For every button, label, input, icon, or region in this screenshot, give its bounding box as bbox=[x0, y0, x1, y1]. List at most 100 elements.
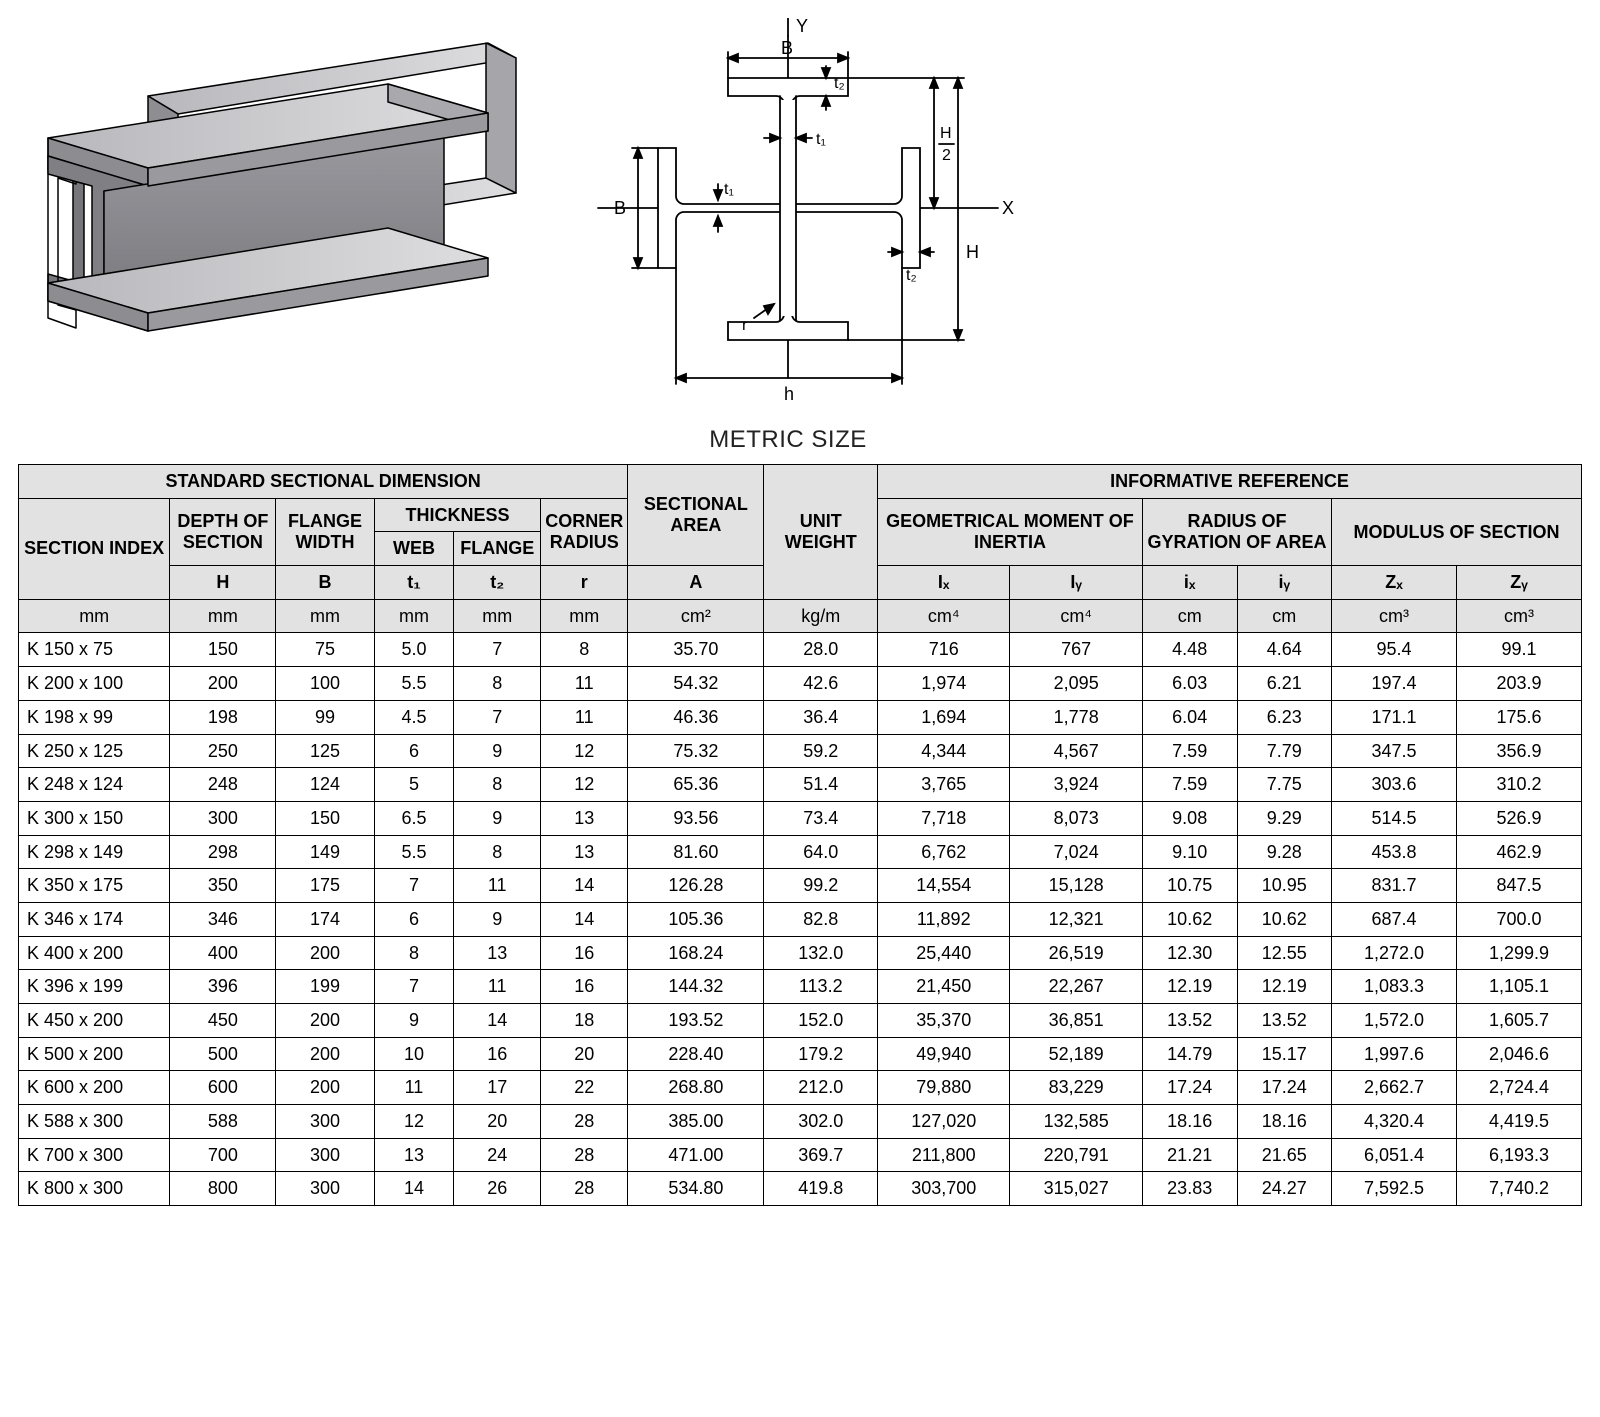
cell-t2: 7 bbox=[454, 700, 541, 734]
unit-t1: mm bbox=[374, 599, 453, 633]
cell-Iy: 83,229 bbox=[1010, 1071, 1142, 1105]
cell-idx: K 800 x 300 bbox=[19, 1172, 170, 1206]
hdr-unit-weight: UNIT WEIGHT bbox=[764, 465, 878, 600]
table-row: K 200 x 1002001005.581154.3242.61,9742,0… bbox=[19, 667, 1582, 701]
cell-B: 200 bbox=[276, 936, 374, 970]
cell-B: 200 bbox=[276, 1037, 374, 1071]
cell-t1: 10 bbox=[374, 1037, 453, 1071]
cell-H: 200 bbox=[170, 667, 276, 701]
cell-ix: 14.79 bbox=[1142, 1037, 1237, 1071]
cell-Iy: 132,585 bbox=[1010, 1105, 1142, 1139]
cell-t2: 16 bbox=[454, 1037, 541, 1071]
cell-Iy: 15,128 bbox=[1010, 869, 1142, 903]
cell-W: 212.0 bbox=[764, 1071, 878, 1105]
unit-Zy: cm³ bbox=[1456, 599, 1581, 633]
cell-H: 198 bbox=[170, 700, 276, 734]
table-row: K 300 x 1503001506.591393.5673.47,7188,0… bbox=[19, 801, 1582, 835]
cell-t2: 14 bbox=[454, 1004, 541, 1038]
units-row: mm mm mm mm mm mm cm² kg/m cm⁴ cm⁴ cm cm… bbox=[19, 599, 1582, 633]
sym-r: r bbox=[541, 566, 628, 600]
hdr-radius-gyration: RADIUS OF GYRATION OF AREA bbox=[1142, 498, 1331, 565]
cell-t2: 13 bbox=[454, 936, 541, 970]
cell-Zy: 462.9 bbox=[1456, 835, 1581, 869]
cell-iy: 15.17 bbox=[1237, 1037, 1332, 1071]
table-row: K 800 x 300800300142628534.80419.8303,70… bbox=[19, 1172, 1582, 1206]
hdr-flange: FLANGE bbox=[454, 532, 541, 566]
cell-ix: 10.75 bbox=[1142, 869, 1237, 903]
cell-A: 46.36 bbox=[628, 700, 764, 734]
cell-B: 300 bbox=[276, 1105, 374, 1139]
cell-t2: 9 bbox=[454, 734, 541, 768]
cell-B: 200 bbox=[276, 1004, 374, 1038]
cell-W: 36.4 bbox=[764, 700, 878, 734]
cell-r: 18 bbox=[541, 1004, 628, 1038]
cell-A: 75.32 bbox=[628, 734, 764, 768]
table-row: K 346 x 1743461746914105.3682.811,89212,… bbox=[19, 902, 1582, 936]
cell-Iy: 7,024 bbox=[1010, 835, 1142, 869]
sym-Zy: Zᵧ bbox=[1456, 566, 1581, 600]
sym-Zx: Zₓ bbox=[1332, 566, 1457, 600]
cell-Ix: 6,762 bbox=[878, 835, 1010, 869]
cell-iy: 24.27 bbox=[1237, 1172, 1332, 1206]
cell-idx: K 500 x 200 bbox=[19, 1037, 170, 1071]
cell-A: 193.52 bbox=[628, 1004, 764, 1038]
svg-text:Y: Y bbox=[796, 18, 808, 36]
cell-t2: 17 bbox=[454, 1071, 541, 1105]
table-header: STANDARD SECTIONAL DIMENSION SECTIONAL A… bbox=[19, 465, 1582, 633]
cell-t1: 6 bbox=[374, 902, 453, 936]
metric-size-label: METRIC SIZE bbox=[558, 426, 1018, 454]
cell-H: 298 bbox=[170, 835, 276, 869]
cell-iy: 12.19 bbox=[1237, 970, 1332, 1004]
dim-H: H bbox=[966, 242, 979, 262]
cell-Ix: 79,880 bbox=[878, 1071, 1010, 1105]
cell-iy: 17.24 bbox=[1237, 1071, 1332, 1105]
cell-Zx: 453.8 bbox=[1332, 835, 1457, 869]
cell-H: 450 bbox=[170, 1004, 276, 1038]
cell-A: 126.28 bbox=[628, 869, 764, 903]
cell-W: 82.8 bbox=[764, 902, 878, 936]
cell-ix: 6.04 bbox=[1142, 700, 1237, 734]
cell-ix: 13.52 bbox=[1142, 1004, 1237, 1038]
cell-t2: 7 bbox=[454, 633, 541, 667]
sym-Iy: Iᵧ bbox=[1010, 566, 1142, 600]
cell-Zx: 4,320.4 bbox=[1332, 1105, 1457, 1139]
cell-iy: 10.95 bbox=[1237, 869, 1332, 903]
cell-iy: 13.52 bbox=[1237, 1004, 1332, 1038]
cell-Ix: 716 bbox=[878, 633, 1010, 667]
cell-Zx: 831.7 bbox=[1332, 869, 1457, 903]
cell-idx: K 588 x 300 bbox=[19, 1105, 170, 1139]
cell-Zy: 700.0 bbox=[1456, 902, 1581, 936]
cell-B: 150 bbox=[276, 801, 374, 835]
cell-idx: K 450 x 200 bbox=[19, 1004, 170, 1038]
cell-ix: 12.30 bbox=[1142, 936, 1237, 970]
cell-Iy: 767 bbox=[1010, 633, 1142, 667]
cell-W: 51.4 bbox=[764, 768, 878, 802]
cell-t1: 5 bbox=[374, 768, 453, 802]
unit-B: mm bbox=[276, 599, 374, 633]
hdr-section-index: SECTION INDEX bbox=[19, 498, 170, 599]
cell-iy: 18.16 bbox=[1237, 1105, 1332, 1139]
cell-B: 75 bbox=[276, 633, 374, 667]
cell-t1: 14 bbox=[374, 1172, 453, 1206]
table-row: K 250 x 125250125691275.3259.24,3444,567… bbox=[19, 734, 1582, 768]
sym-t1: t₁ bbox=[374, 566, 453, 600]
svg-text:2: 2 bbox=[942, 147, 951, 164]
spec-table: STANDARD SECTIONAL DIMENSION SECTIONAL A… bbox=[18, 464, 1582, 1206]
cell-iy: 6.23 bbox=[1237, 700, 1332, 734]
table-row: K 700 x 300700300132428471.00369.7211,80… bbox=[19, 1138, 1582, 1172]
cell-H: 248 bbox=[170, 768, 276, 802]
cell-H: 300 bbox=[170, 801, 276, 835]
cell-t1: 13 bbox=[374, 1138, 453, 1172]
cell-W: 419.8 bbox=[764, 1172, 878, 1206]
unit-iy: cm bbox=[1237, 599, 1332, 633]
hdr-standard: STANDARD SECTIONAL DIMENSION bbox=[19, 465, 628, 499]
cell-t1: 12 bbox=[374, 1105, 453, 1139]
dim-B-left: B bbox=[614, 198, 626, 218]
hdr-moment-inertia: GEOMETRICAL MOMENT OF INERTIA bbox=[878, 498, 1143, 565]
cell-Iy: 52,189 bbox=[1010, 1037, 1142, 1071]
cell-ix: 7.59 bbox=[1142, 734, 1237, 768]
cell-r: 11 bbox=[541, 667, 628, 701]
dim-r: r bbox=[742, 317, 748, 334]
cell-B: 300 bbox=[276, 1138, 374, 1172]
table-row: K 198 x 99198994.571146.3636.41,6941,778… bbox=[19, 700, 1582, 734]
